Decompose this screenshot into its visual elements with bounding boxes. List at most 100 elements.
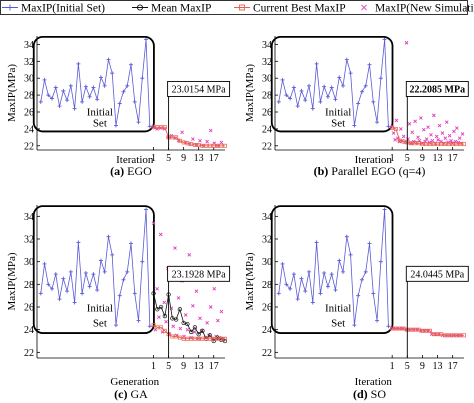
best-point — [155, 325, 160, 330]
new-sim-point — [444, 120, 449, 124]
y-tick-label: 24 — [262, 325, 272, 336]
x-axis-label: Iteration — [116, 154, 154, 166]
best-point — [174, 135, 179, 140]
best-point — [401, 139, 406, 144]
initial-point — [341, 269, 346, 274]
new-sim-point — [194, 289, 199, 293]
initial-point — [284, 282, 289, 287]
y-tick-label: 26 — [262, 303, 272, 314]
initial-point — [288, 96, 293, 101]
new-sim-point — [208, 128, 213, 133]
y-tick-label: 30 — [24, 257, 34, 268]
new-sim-point — [460, 132, 465, 136]
initial-point — [280, 261, 285, 266]
initial-point — [57, 297, 62, 302]
initial-point — [61, 88, 66, 93]
legend-item: Current Best MaxIP — [234, 2, 346, 14]
best-point — [211, 336, 216, 341]
new-sim-point — [157, 315, 161, 320]
new-sim-point — [191, 137, 195, 141]
best-point — [189, 142, 194, 147]
y-tick-label: 28 — [262, 280, 272, 291]
mean-point — [222, 338, 228, 344]
initial-point — [325, 94, 330, 99]
mean-point — [162, 313, 167, 319]
panel-caption: (b) Parallel EGO (q=4) — [314, 164, 426, 178]
initial-point — [325, 284, 330, 289]
mean-line — [153, 293, 226, 342]
best-point — [397, 326, 402, 331]
initial-point — [280, 77, 285, 82]
new-sim-point — [440, 131, 445, 135]
best-point — [424, 328, 429, 333]
new-sim-point — [205, 139, 209, 144]
best-point — [181, 336, 186, 341]
mean-point — [196, 332, 201, 337]
initial-point — [363, 83, 368, 88]
initial-point — [76, 240, 81, 245]
initial-point — [95, 97, 100, 102]
best-point — [204, 143, 209, 148]
x-tick-label: 9 — [181, 361, 186, 372]
initial-point — [314, 61, 319, 66]
initial-point — [344, 234, 349, 239]
best-point — [196, 336, 201, 341]
initial-point — [329, 272, 334, 277]
new-sim-point — [454, 126, 459, 130]
x-tick-label: 17 — [209, 361, 219, 372]
initial-point — [102, 269, 107, 274]
best-point — [196, 142, 201, 147]
initial-point — [72, 106, 77, 111]
initial-set-box — [32, 35, 155, 133]
new-sim-point — [429, 132, 433, 137]
best-point — [151, 125, 156, 130]
chart-panel: 22 24 26 28 30 32 34 1 5 9 13 17 MaxIP(MPa) Iteration… — [244, 205, 469, 401]
y-tick-label: 32 — [262, 235, 272, 246]
y-axis-label: MaxIP(MPa) — [244, 64, 256, 122]
mean-point — [211, 338, 216, 344]
initial-point — [344, 57, 349, 62]
initial-point — [83, 84, 88, 89]
initial-point — [117, 101, 122, 106]
best-point — [435, 332, 440, 337]
best-point — [443, 142, 448, 147]
x-tick-label: 13 — [194, 361, 204, 372]
x-tick-label: 5 — [166, 153, 171, 164]
best-point — [170, 135, 175, 140]
new-sim-point — [407, 122, 412, 126]
x-tick-label: 17 — [209, 153, 219, 164]
new-sim-point — [410, 130, 415, 135]
y-tick-label: 30 — [24, 74, 34, 85]
legend-item: Mean MaxIP — [132, 2, 211, 14]
initial-point — [80, 99, 85, 104]
y-tick-label: 22 — [24, 141, 34, 152]
x-tick-label: 1 — [151, 153, 156, 164]
best-point — [162, 328, 167, 333]
best-point — [462, 333, 466, 338]
initial-point — [91, 85, 96, 90]
legend: MaxIP(Initial Set) Mean MaxIP Current Best… — [0, 0, 474, 15]
initial-point — [378, 76, 383, 81]
initial-point — [91, 272, 96, 277]
new-sim-point — [437, 123, 442, 128]
mean-point — [200, 328, 205, 333]
initial-point — [310, 106, 315, 111]
initial-point — [367, 62, 372, 67]
initial-point — [83, 271, 88, 275]
x-tick-label: 5 — [405, 153, 410, 164]
new-sim-point — [198, 138, 202, 143]
annotation-label: 24.0445 MPa — [410, 269, 464, 280]
y-tick-label: 22 — [24, 348, 34, 359]
y-tick-label: 32 — [24, 57, 34, 68]
x-tick-label: 9 — [181, 153, 186, 164]
legend-swatch-marker — [239, 4, 245, 11]
initial-point — [341, 83, 346, 88]
initial-point — [352, 123, 357, 128]
y-tick-label: 24 — [24, 325, 34, 336]
best-point — [394, 126, 398, 131]
best-point — [151, 323, 156, 328]
best-point — [412, 327, 417, 332]
best-point — [223, 143, 227, 148]
new-sim-point — [187, 253, 192, 257]
initial-set-box — [270, 205, 394, 334]
